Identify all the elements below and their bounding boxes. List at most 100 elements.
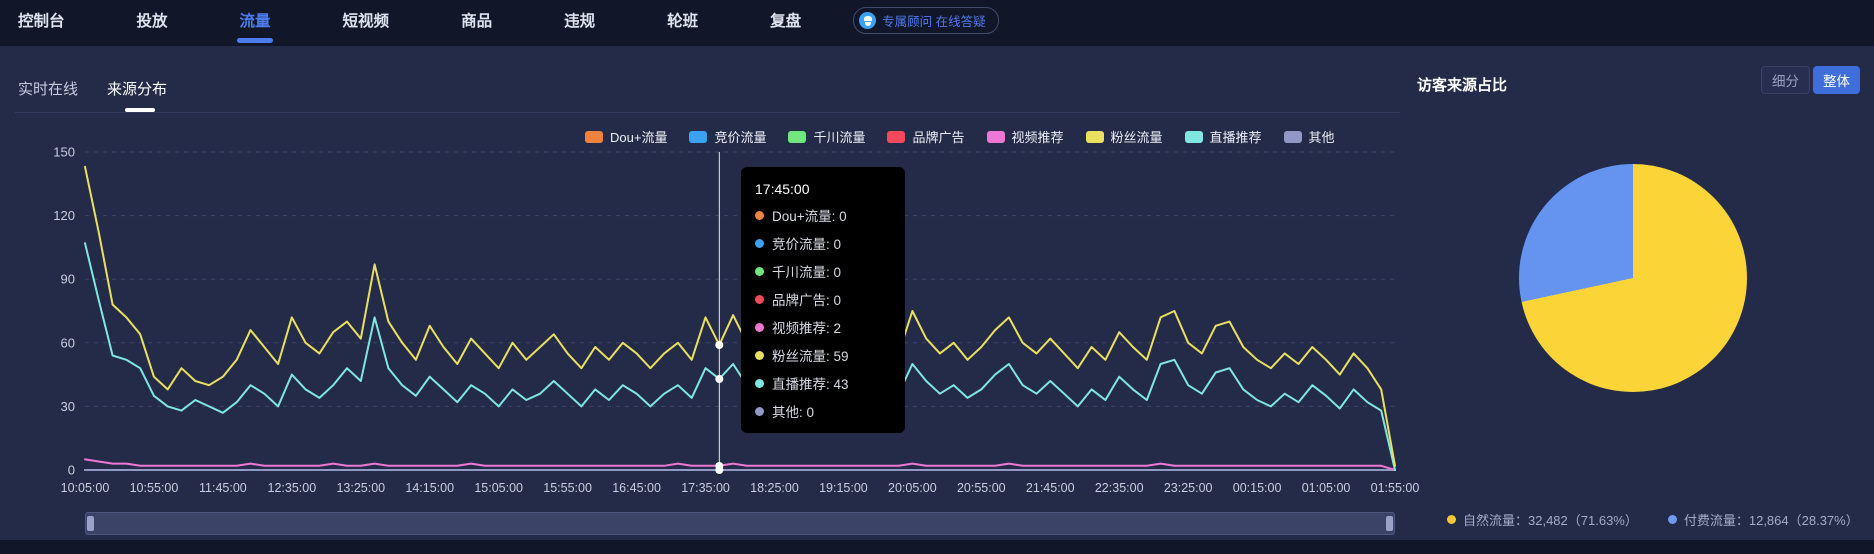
- svg-text:22:35:00: 22:35:00: [1095, 481, 1144, 495]
- pie-legend-text: 自然流量：32,482（71.63%）: [1463, 513, 1638, 528]
- top-nav-bar: 控制台 投放 流量 短视频 商品 违规 轮班 复盘 专属顾问 在线答疑: [0, 0, 1874, 40]
- svg-text:30: 30: [61, 399, 75, 414]
- svg-text:15:05:00: 15:05:00: [474, 481, 523, 495]
- legend-swatch-icon: [986, 130, 1005, 143]
- nav-item[interactable]: 流量: [240, 9, 271, 31]
- svg-text:14:15:00: 14:15:00: [405, 481, 454, 495]
- legend-item[interactable]: Dou+流量: [585, 127, 667, 146]
- svg-text:12:35:00: 12:35:00: [268, 481, 317, 495]
- legend-label: 品牌广告: [912, 130, 965, 145]
- pie-legend-dot-icon: [1667, 515, 1677, 524]
- legend-label: 直播推荐: [1209, 130, 1262, 145]
- pie-legend-item[interactable]: 自然流量：32,482（71.63%）: [1447, 510, 1638, 529]
- nav-item[interactable]: 违规: [564, 13, 596, 30]
- legend-item[interactable]: 粉丝流量: [1085, 127, 1163, 146]
- data-zoom-handle-right[interactable]: [1386, 516, 1393, 531]
- legend-label: 竞价流量: [714, 130, 767, 145]
- tooltip-row: 直播推荐: 43: [755, 369, 891, 397]
- tooltip-row-text: 千川流量: 0: [772, 265, 842, 280]
- legend-item[interactable]: 竞价流量: [689, 127, 766, 146]
- data-zoom-handle-left[interactable]: [87, 516, 94, 531]
- tooltip-row: Dou+流量: 0: [755, 201, 891, 229]
- legend-swatch-icon: [689, 130, 708, 143]
- svg-text:60: 60: [61, 335, 75, 350]
- advisor-badge-label: 专属顾问 在线答疑: [882, 14, 986, 29]
- legend-item[interactable]: 其他: [1283, 127, 1335, 146]
- svg-text:120: 120: [53, 208, 75, 223]
- nav-item[interactable]: 轮班: [667, 13, 699, 30]
- nav-item[interactable]: 短视频: [342, 13, 390, 30]
- legend-label: Dou+流量: [610, 130, 668, 145]
- svg-text:23:25:00: 23:25:00: [1164, 481, 1213, 495]
- legend-label: 千川流量: [813, 130, 866, 145]
- legend-swatch-icon: [887, 130, 906, 143]
- svg-text:17:35:00: 17:35:00: [681, 481, 730, 495]
- svg-text:16:45:00: 16:45:00: [612, 481, 661, 495]
- svg-text:90: 90: [61, 272, 75, 287]
- tooltip-row-text: 品牌广告: 0: [772, 293, 842, 308]
- tabs-divider: [15, 112, 1400, 113]
- nav-item[interactable]: 商品: [461, 13, 493, 30]
- svg-text:21:45:00: 21:45:00: [1026, 481, 1075, 495]
- tooltip-series-dot-icon: [755, 378, 764, 388]
- legend-label: 其他: [1308, 130, 1335, 145]
- tooltip-series-dot-icon: [755, 210, 764, 220]
- svg-text:13:25:00: 13:25:00: [336, 481, 385, 495]
- nav-item[interactable]: 控制台: [18, 13, 65, 30]
- pie-view-toggle: 细分 整体: [1761, 66, 1860, 94]
- chart-tooltip: 17:45:00 Dou+流量: 0 竞价流量: 0 千川流量: 0 品牌广告: 0 视…: [741, 167, 905, 433]
- data-zoom-slider[interactable]: [85, 512, 1395, 535]
- tab-realtime-online[interactable]: 实时在线: [18, 81, 79, 98]
- legend-swatch-icon: [788, 130, 807, 143]
- pie-legend-text: 付费流量：12,864（28.37%）: [1683, 513, 1859, 528]
- svg-text:150: 150: [53, 145, 75, 160]
- tooltip-row-text: 竞价流量: 0: [772, 237, 842, 252]
- tooltip-row-text: 视频推荐: 2: [772, 321, 842, 336]
- tooltip-row-text: 直播推荐: 43: [772, 377, 849, 392]
- legend-item[interactable]: 视频推荐: [986, 127, 1064, 146]
- svg-text:15:55:00: 15:55:00: [543, 481, 592, 495]
- main-panel: 实时在线 来源分布 Dou+流量 竞价流量 千川流量 品牌广告 视频推荐 粉丝流量 直播推荐…: [0, 46, 1874, 540]
- svg-text:18:25:00: 18:25:00: [750, 481, 799, 495]
- tooltip-series-dot-icon: [755, 294, 764, 304]
- tooltip-row: 其他: 0: [755, 397, 891, 425]
- legend-item[interactable]: 品牌广告: [887, 127, 965, 146]
- legend-swatch-icon: [1085, 130, 1104, 143]
- svg-text:20:55:00: 20:55:00: [957, 481, 1006, 495]
- pie-legend: 自然流量：32,482（71.63%） 付费流量：12,864（28.37%）: [1447, 510, 1859, 529]
- active-tab-underline: [125, 108, 155, 112]
- legend-item[interactable]: 直播推荐: [1184, 127, 1262, 146]
- tooltip-row: 视频推荐: 2: [755, 313, 891, 341]
- legend-swatch-icon: [1283, 130, 1302, 143]
- toggle-overall-button[interactable]: 整体: [1813, 66, 1860, 94]
- advisor-icon: [859, 11, 877, 29]
- nav-item[interactable]: 复盘: [770, 13, 802, 30]
- pie-legend-dot-icon: [1447, 515, 1456, 524]
- tooltip-time: 17:45:00: [755, 181, 810, 197]
- svg-text:10:05:00: 10:05:00: [61, 481, 110, 495]
- tooltip-row: 竞价流量: 0: [755, 229, 891, 257]
- pie-legend-item[interactable]: 付费流量：12,864（28.37%）: [1667, 510, 1859, 529]
- svg-text:01:55:00: 01:55:00: [1371, 481, 1420, 495]
- svg-text:20:05:00: 20:05:00: [888, 481, 937, 495]
- legend-swatch-icon: [585, 130, 603, 143]
- toggle-detail-button[interactable]: 细分: [1761, 66, 1810, 94]
- svg-text:0: 0: [68, 463, 75, 478]
- nav-item[interactable]: 投放: [136, 13, 168, 30]
- tab-source-distribution[interactable]: 来源分布: [107, 81, 168, 98]
- advisor-badge[interactable]: 专属顾问 在线答疑: [853, 6, 999, 34]
- legend-label: 粉丝流量: [1110, 130, 1163, 145]
- tooltip-row-text: 其他: 0: [772, 405, 815, 420]
- visitor-source-pie-chart[interactable]: [1519, 164, 1747, 392]
- tooltip-series-dot-icon: [755, 350, 764, 360]
- tooltip-row: 千川流量: 0: [755, 257, 891, 285]
- tooltip-series-dot-icon: [755, 322, 764, 332]
- tooltip-row-text: Dou+流量: 0: [772, 209, 847, 224]
- tooltip-series-dot-icon: [755, 266, 764, 276]
- line-chart-legend: Dou+流量 竞价流量 千川流量 品牌广告 视频推荐 粉丝流量 直播推荐 其他: [585, 127, 1335, 146]
- tooltip-row-text: 粉丝流量: 59: [772, 349, 849, 364]
- tooltip-row: 品牌广告: 0: [755, 285, 891, 313]
- tooltip-row: 粉丝流量: 59: [755, 341, 891, 369]
- legend-item[interactable]: 千川流量: [788, 127, 865, 146]
